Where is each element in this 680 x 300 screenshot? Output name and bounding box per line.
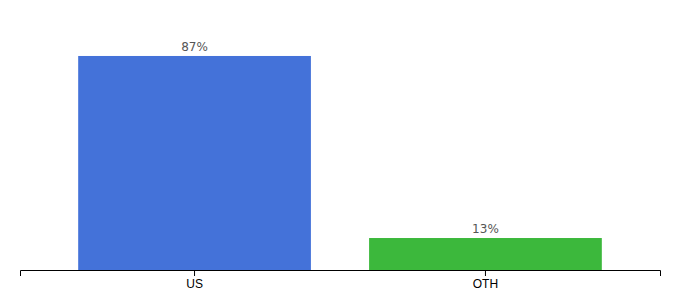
data-label: 13% — [472, 222, 499, 236]
x-axis-line — [21, 271, 661, 277]
data-labels: 87% 13% — [181, 40, 499, 236]
x-tick: US — [186, 270, 203, 291]
bars — [78, 56, 602, 270]
bar — [78, 56, 311, 270]
plot: 87% 13% US OTH — [21, 40, 661, 291]
data-label: 87% — [181, 40, 208, 54]
chart: 87% 13% US OTH — [0, 0, 680, 300]
x-axis: US OTH — [21, 270, 661, 291]
x-tick-label: US — [186, 277, 203, 291]
x-tick-mark — [194, 270, 195, 276]
x-tick-label: OTH — [473, 277, 498, 291]
x-tick-mark — [485, 270, 486, 276]
bar — [369, 238, 602, 270]
x-tick: OTH — [473, 270, 498, 291]
